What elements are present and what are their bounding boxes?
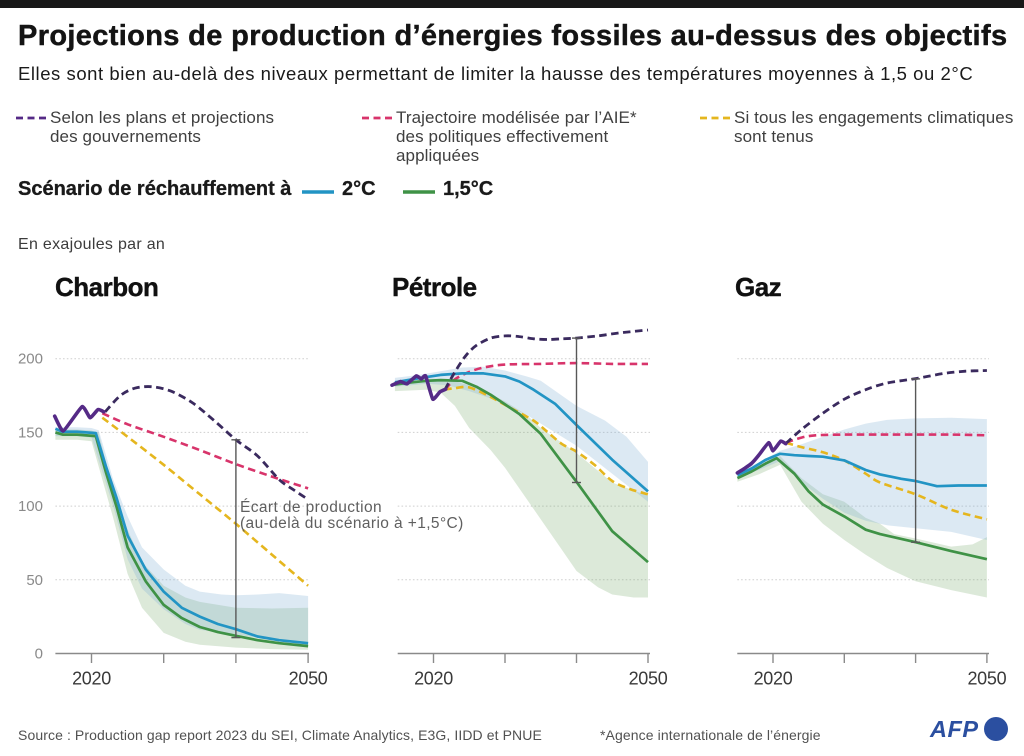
svg-text:100: 100 [18,498,43,515]
svg-text:2020: 2020 [414,669,453,689]
svg-text:2050: 2050 [629,669,668,689]
svg-text:0: 0 [35,646,43,663]
svg-text:200: 200 [18,351,43,368]
svg-text:2020: 2020 [72,669,111,689]
svg-text:50: 50 [26,572,43,589]
svg-text:2020: 2020 [754,669,793,689]
svg-text:150: 150 [18,424,43,441]
svg-text:2050: 2050 [967,669,1006,689]
svg-text:2050: 2050 [289,669,328,689]
